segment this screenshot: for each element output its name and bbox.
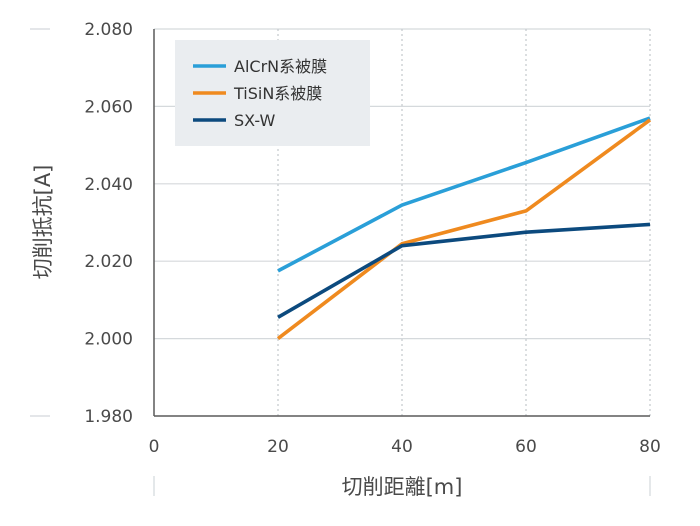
x-tick-label: 0 — [149, 437, 160, 457]
legend-label: SX-W — [234, 111, 275, 130]
y-tick-label: 2.060 — [84, 97, 133, 117]
y-tick-label: 2.000 — [84, 330, 133, 350]
legend-items: AlCrN系被膜 TiSiN系被膜 SX-W — [193, 57, 327, 130]
legend: AlCrN系被膜 TiSiN系被膜 SX-W — [175, 40, 370, 146]
x-tick-label: 80 — [639, 437, 661, 457]
legend-label: AlCrN系被膜 — [234, 57, 327, 76]
series-lines — [276, 116, 652, 341]
x-axis-title: 切削距離[m] — [342, 475, 463, 499]
series-line-2 — [276, 118, 652, 341]
y-tick-label: 2.080 — [84, 20, 133, 40]
legend-label: TiSiN系被膜 — [233, 84, 322, 103]
y-tick-labels: 1.980 2.000 2.020 2.040 2.060 2.080 — [84, 20, 133, 427]
y-tick-label: 2.040 — [84, 175, 133, 195]
x-tick-label: 40 — [391, 437, 413, 457]
y-axis-title: 切削抵抗[A] — [31, 165, 55, 280]
series-line-1 — [277, 116, 651, 273]
y-tick-label: 2.020 — [84, 252, 133, 272]
x-tick-label: 60 — [515, 437, 537, 457]
axes — [153, 29, 650, 417]
series-line-3 — [277, 222, 651, 319]
y-tick-label: 1.980 — [84, 407, 133, 427]
x-tick-label: 20 — [267, 437, 289, 457]
x-tick-labels: 0 20 40 60 80 — [149, 437, 661, 457]
